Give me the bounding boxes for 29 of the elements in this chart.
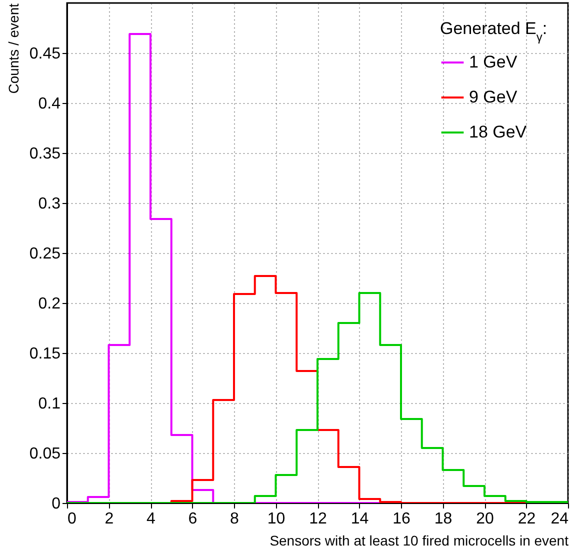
x-tick-label: 20 bbox=[476, 510, 494, 528]
legend-label: 18 GeV bbox=[469, 122, 528, 142]
x-tick-label: 2 bbox=[104, 510, 114, 528]
x-tick-label: 16 bbox=[392, 510, 410, 528]
y-tick-label: 0.2 bbox=[38, 296, 61, 312]
legend-title: Generated E$_{γ}$: bbox=[440, 19, 548, 44]
y-tick-label: 0.35 bbox=[29, 146, 61, 162]
x-tick-label: 10 bbox=[267, 510, 286, 528]
legend-label: 9 GeV bbox=[469, 88, 518, 106]
x-tick-label: 14 bbox=[350, 510, 369, 528]
x-tick-label: 24 bbox=[550, 510, 569, 528]
y-tick-label: 0.1 bbox=[38, 396, 61, 412]
y-axis-title: Counts / event bbox=[5, 3, 22, 94]
y-tick-label: 0.15 bbox=[29, 346, 61, 362]
x-axis-title: Sensors with at least 10 fired microcells in event bbox=[270, 532, 569, 548]
y-tick-label: 0.3 bbox=[38, 196, 61, 212]
x-tick-label: 12 bbox=[309, 510, 327, 528]
y-tick-label: 0.05 bbox=[29, 446, 61, 462]
x-tick-label: 6 bbox=[188, 510, 198, 528]
x-tick-label: 0 bbox=[68, 510, 76, 528]
x-tick-label: 8 bbox=[230, 510, 240, 528]
y-tick-label: 0 bbox=[52, 496, 61, 512]
y-tick-label: 0.25 bbox=[29, 246, 61, 262]
y-tick-label: 0.45 bbox=[29, 46, 61, 62]
y-tick-label: 0.4 bbox=[38, 96, 61, 112]
legend-label: 1 GeV bbox=[469, 52, 518, 72]
x-tick-label: 18 bbox=[434, 510, 452, 528]
x-tick-label: 4 bbox=[146, 510, 156, 528]
x-tick-label: 22 bbox=[518, 510, 536, 528]
